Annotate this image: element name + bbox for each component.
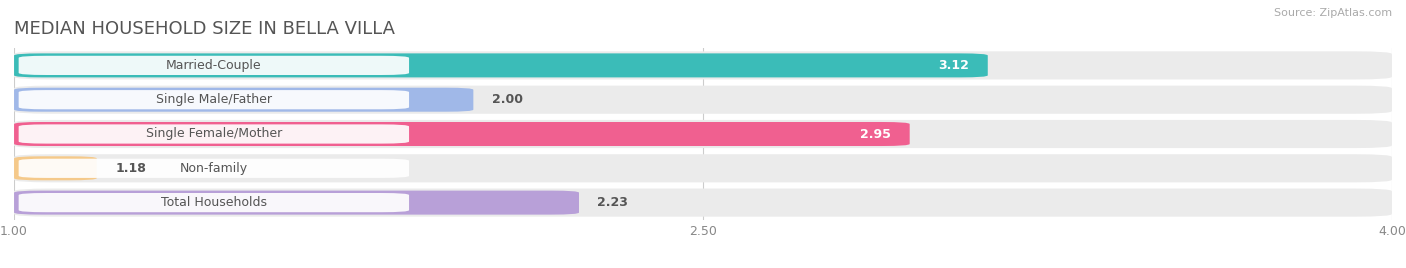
Text: 2.95: 2.95 [860, 128, 891, 140]
FancyBboxPatch shape [14, 122, 910, 146]
Text: 2.23: 2.23 [598, 196, 628, 209]
FancyBboxPatch shape [14, 88, 474, 112]
Text: Single Male/Father: Single Male/Father [156, 93, 271, 106]
FancyBboxPatch shape [18, 159, 409, 178]
Text: Source: ZipAtlas.com: Source: ZipAtlas.com [1274, 8, 1392, 18]
FancyBboxPatch shape [18, 56, 409, 75]
Text: MEDIAN HOUSEHOLD SIZE IN BELLA VILLA: MEDIAN HOUSEHOLD SIZE IN BELLA VILLA [14, 20, 395, 38]
FancyBboxPatch shape [14, 156, 97, 180]
FancyBboxPatch shape [14, 86, 1392, 114]
Text: Married-Couple: Married-Couple [166, 59, 262, 72]
FancyBboxPatch shape [18, 124, 409, 144]
FancyBboxPatch shape [14, 53, 988, 77]
Text: 3.12: 3.12 [939, 59, 969, 72]
FancyBboxPatch shape [14, 191, 579, 215]
FancyBboxPatch shape [14, 51, 1392, 79]
FancyBboxPatch shape [14, 189, 1392, 217]
FancyBboxPatch shape [18, 193, 409, 212]
Text: Single Female/Mother: Single Female/Mother [146, 128, 283, 140]
Text: Non-family: Non-family [180, 162, 247, 175]
Text: 1.18: 1.18 [115, 162, 146, 175]
FancyBboxPatch shape [14, 120, 1392, 148]
Text: 2.00: 2.00 [492, 93, 523, 106]
FancyBboxPatch shape [18, 90, 409, 109]
FancyBboxPatch shape [14, 154, 1392, 182]
Text: Total Households: Total Households [160, 196, 267, 209]
